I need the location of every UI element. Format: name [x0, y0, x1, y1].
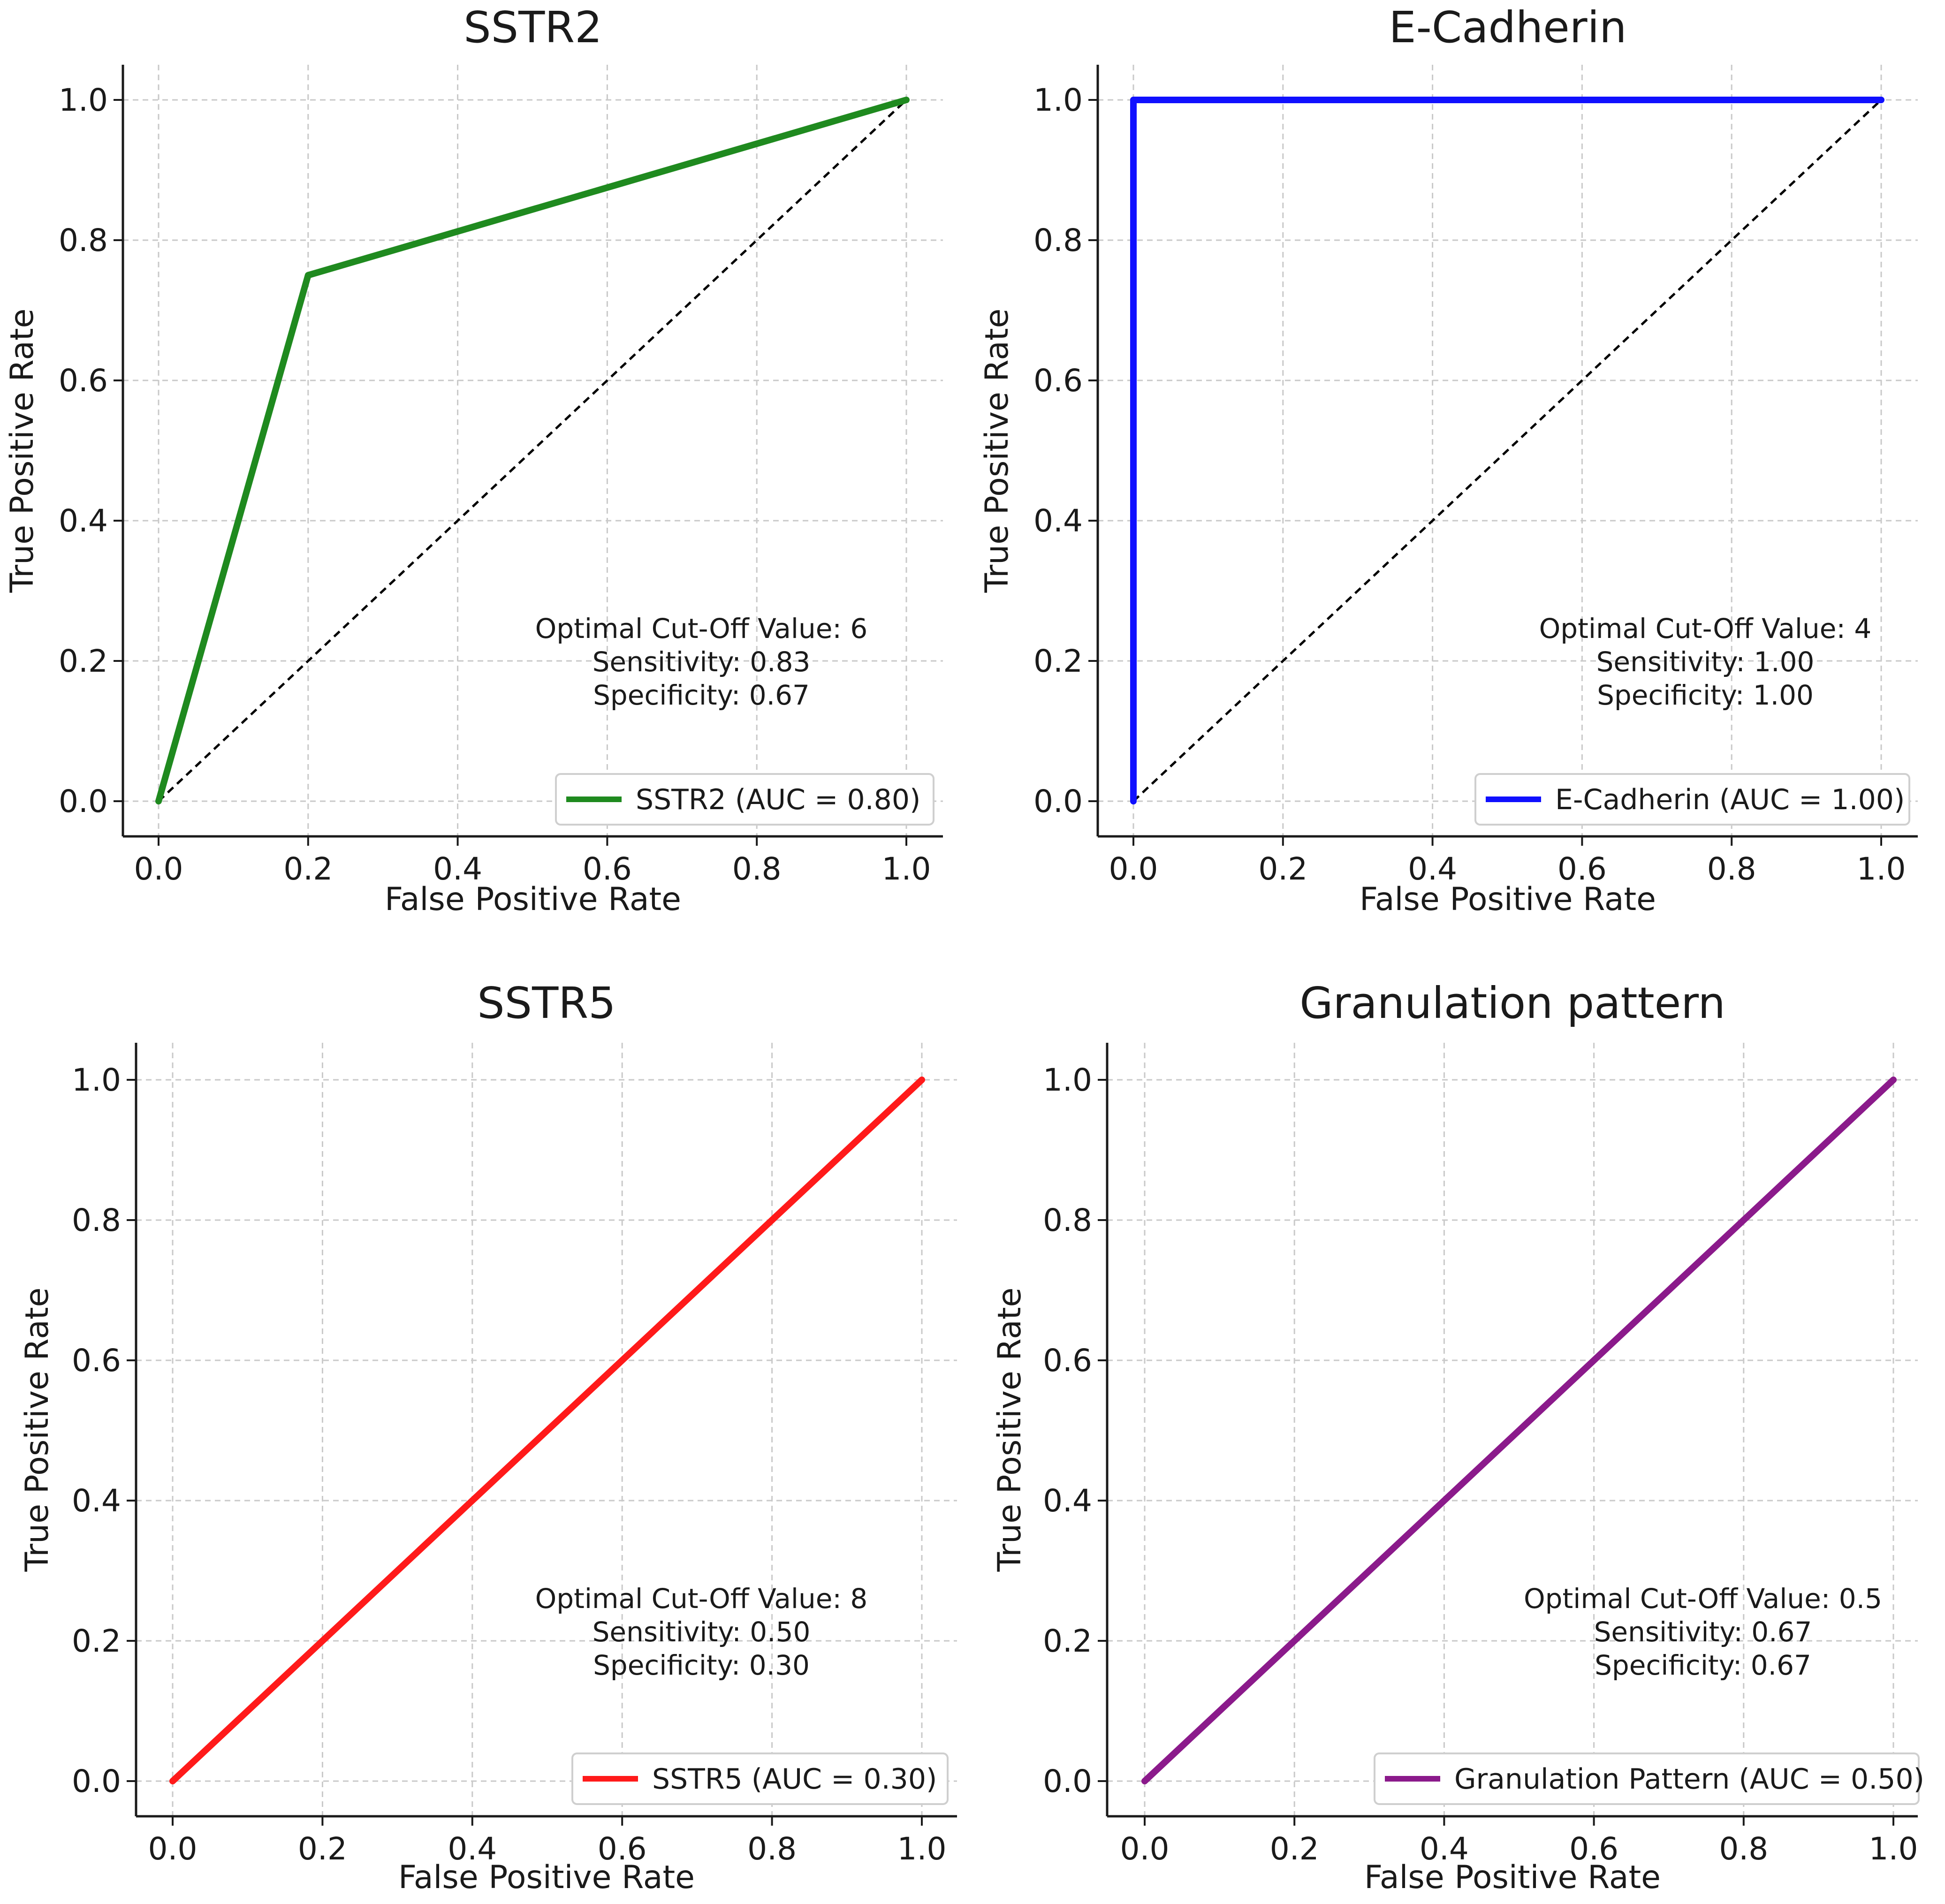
x-tick-label: 1.0	[1869, 1831, 1918, 1867]
legend: Granulation Pattern (AUC = 0.50)	[1374, 1752, 1924, 1805]
y-axis-label: True Positive Rate	[4, 309, 41, 593]
legend-box	[1474, 773, 1910, 826]
roc-panel-4: 0.0 0.0 0.2 0.2 0.4 0.4 0.6 0.6 0.8 0.8 1.0 1.0 Gran…	[991, 978, 1924, 1896]
y-axis-label: True Positive Rate	[991, 1288, 1028, 1572]
roc-curve-line	[1141, 1077, 1897, 1784]
reference-diagonal-line	[158, 99, 907, 802]
x-tick-label: 0.2	[283, 851, 333, 887]
legend: SSTR2 (AUC = 0.80)	[555, 773, 935, 826]
roc-panel-3: 0.0 0.0 0.2 0.2 0.4 0.4 0.6 0.6 0.8 0.8 1.0 1.0 SSTR…	[19, 978, 957, 1896]
x-tick-label: 0.6	[1569, 1831, 1618, 1867]
y-tick-label: 1.0	[1033, 82, 1083, 118]
roc-curve-line	[155, 97, 910, 804]
x-tick-label: 0.2	[298, 1831, 347, 1867]
legend: E-Cadherin (AUC = 1.00)	[1474, 773, 1910, 826]
y-tick-label: 1.0	[59, 82, 108, 118]
y-tick-label: 0.4	[72, 1483, 121, 1519]
legend-label: E-Cadherin (AUC = 1.00)	[1555, 783, 1905, 816]
y-tick-label: 1.0	[72, 1062, 121, 1098]
y-tick-label: 0.6	[1033, 363, 1083, 399]
annotation-text: Optimal Cut-Off Value: 4	[1539, 613, 1872, 645]
y-tick-label: 0.4	[1033, 503, 1083, 539]
x-tick-label: 0.2	[1258, 851, 1307, 887]
y-tick-label: 0.6	[72, 1343, 121, 1379]
x-axis-label: False Positive Rate	[1360, 881, 1656, 918]
y-tick-label: 0.2	[1033, 643, 1083, 679]
y-tick-label: 0.2	[72, 1623, 121, 1659]
x-tick-label: 0.8	[747, 1831, 797, 1867]
annotation-text: Optimal Cut-Off Value: 8	[535, 1583, 868, 1615]
legend-box	[571, 1752, 949, 1805]
y-tick-label: 0.0	[72, 1763, 121, 1799]
x-tick-label: 1.0	[1857, 851, 1906, 887]
x-tick-label: 0.8	[1719, 1831, 1768, 1867]
annotation-text: Sensitivity: 0.83	[593, 646, 811, 678]
y-tick-label: 1.0	[1043, 1062, 1092, 1098]
y-tick-label: 0.4	[59, 503, 108, 539]
annotation-text: Specificity: 0.30	[593, 1649, 810, 1681]
y-axis-label: True Positive Rate	[979, 309, 1016, 593]
annotation-text: Optimal Cut-Off Value: 0.5	[1524, 1583, 1882, 1615]
y-tick-label: 0.0	[1043, 1763, 1092, 1799]
x-tick-label: 0.6	[1558, 851, 1607, 887]
annotation-text: Specificity: 1.00	[1597, 679, 1814, 711]
y-tick-label: 0.2	[59, 643, 108, 679]
annotation-text: Sensitivity: 0.67	[1594, 1616, 1812, 1648]
y-tick-label: 0.4	[1043, 1483, 1092, 1519]
x-tick-label: 0.4	[1408, 851, 1457, 887]
x-tick-label: 0.0	[134, 851, 183, 887]
x-tick-label: 1.0	[897, 1831, 947, 1867]
annotation-text: Specificity: 0.67	[1595, 1649, 1811, 1681]
chart-title: Granulation pattern	[1299, 978, 1725, 1028]
x-tick-label: 0.8	[732, 851, 782, 887]
annotation-text: Sensitivity: 0.50	[593, 1616, 811, 1648]
y-tick-label: 0.8	[59, 222, 108, 258]
x-tick-label: 0.0	[1109, 851, 1158, 887]
annotation-text: Optimal Cut-Off Value: 6	[535, 613, 868, 645]
y-tick-label: 0.6	[59, 363, 108, 399]
x-tick-label: 0.0	[1120, 1831, 1170, 1867]
reference-diagonal-line	[1132, 99, 1882, 802]
x-axis-label: False Positive Rate	[398, 1859, 695, 1896]
roc-panel-2: 0.0 0.0 0.2 0.2 0.4 0.4 0.6 0.6 0.8 0.8 1.0 1.0 E-Ca…	[979, 2, 1918, 918]
y-tick-label: 0.8	[1043, 1202, 1092, 1238]
chart-title: E-Cadherin	[1389, 2, 1627, 53]
x-tick-label: 0.4	[1420, 1831, 1469, 1867]
x-tick-label: 0.0	[148, 1831, 198, 1867]
x-axis-label: False Positive Rate	[1364, 1859, 1661, 1896]
roc-curve-line	[1130, 97, 1884, 804]
x-tick-label: 1.0	[882, 851, 931, 887]
x-tick-label: 0.6	[583, 851, 632, 887]
legend-box	[1374, 1752, 1920, 1805]
roc-panel-1: 0.0 0.0 0.2 0.2 0.4 0.4 0.6 0.6 0.8 0.8 1.0 1.0 SSTR…	[4, 2, 943, 918]
x-tick-label: 0.8	[1707, 851, 1756, 887]
y-tick-label: 0.2	[1043, 1623, 1092, 1659]
x-tick-label: 0.6	[598, 1831, 647, 1867]
chart-title: SSTR2	[463, 2, 602, 53]
x-tick-label: 0.2	[1270, 1831, 1319, 1867]
y-tick-label: 0.8	[1033, 222, 1083, 258]
legend-label: SSTR5 (AUC = 0.30)	[652, 1763, 937, 1796]
y-tick-label: 0.0	[59, 783, 108, 819]
x-axis-label: False Positive Rate	[385, 881, 681, 918]
x-tick-label: 0.4	[448, 1831, 497, 1867]
chart-title: SSTR5	[477, 978, 615, 1028]
legend-box	[555, 773, 935, 826]
y-axis-label: True Positive Rate	[19, 1288, 56, 1572]
annotation-text: Sensitivity: 1.00	[1596, 646, 1815, 678]
legend: SSTR5 (AUC = 0.30)	[571, 1752, 949, 1805]
annotation-text: Specificity: 0.67	[593, 679, 810, 711]
y-tick-label: 0.6	[1043, 1343, 1092, 1379]
x-tick-label: 0.4	[433, 851, 482, 887]
roc-curve-line	[169, 1077, 925, 1784]
y-tick-label: 0.0	[1033, 783, 1083, 819]
legend-label: SSTR2 (AUC = 0.80)	[636, 783, 920, 816]
y-tick-label: 0.8	[72, 1202, 121, 1238]
legend-label: Granulation Pattern (AUC = 0.50)	[1454, 1763, 1924, 1796]
